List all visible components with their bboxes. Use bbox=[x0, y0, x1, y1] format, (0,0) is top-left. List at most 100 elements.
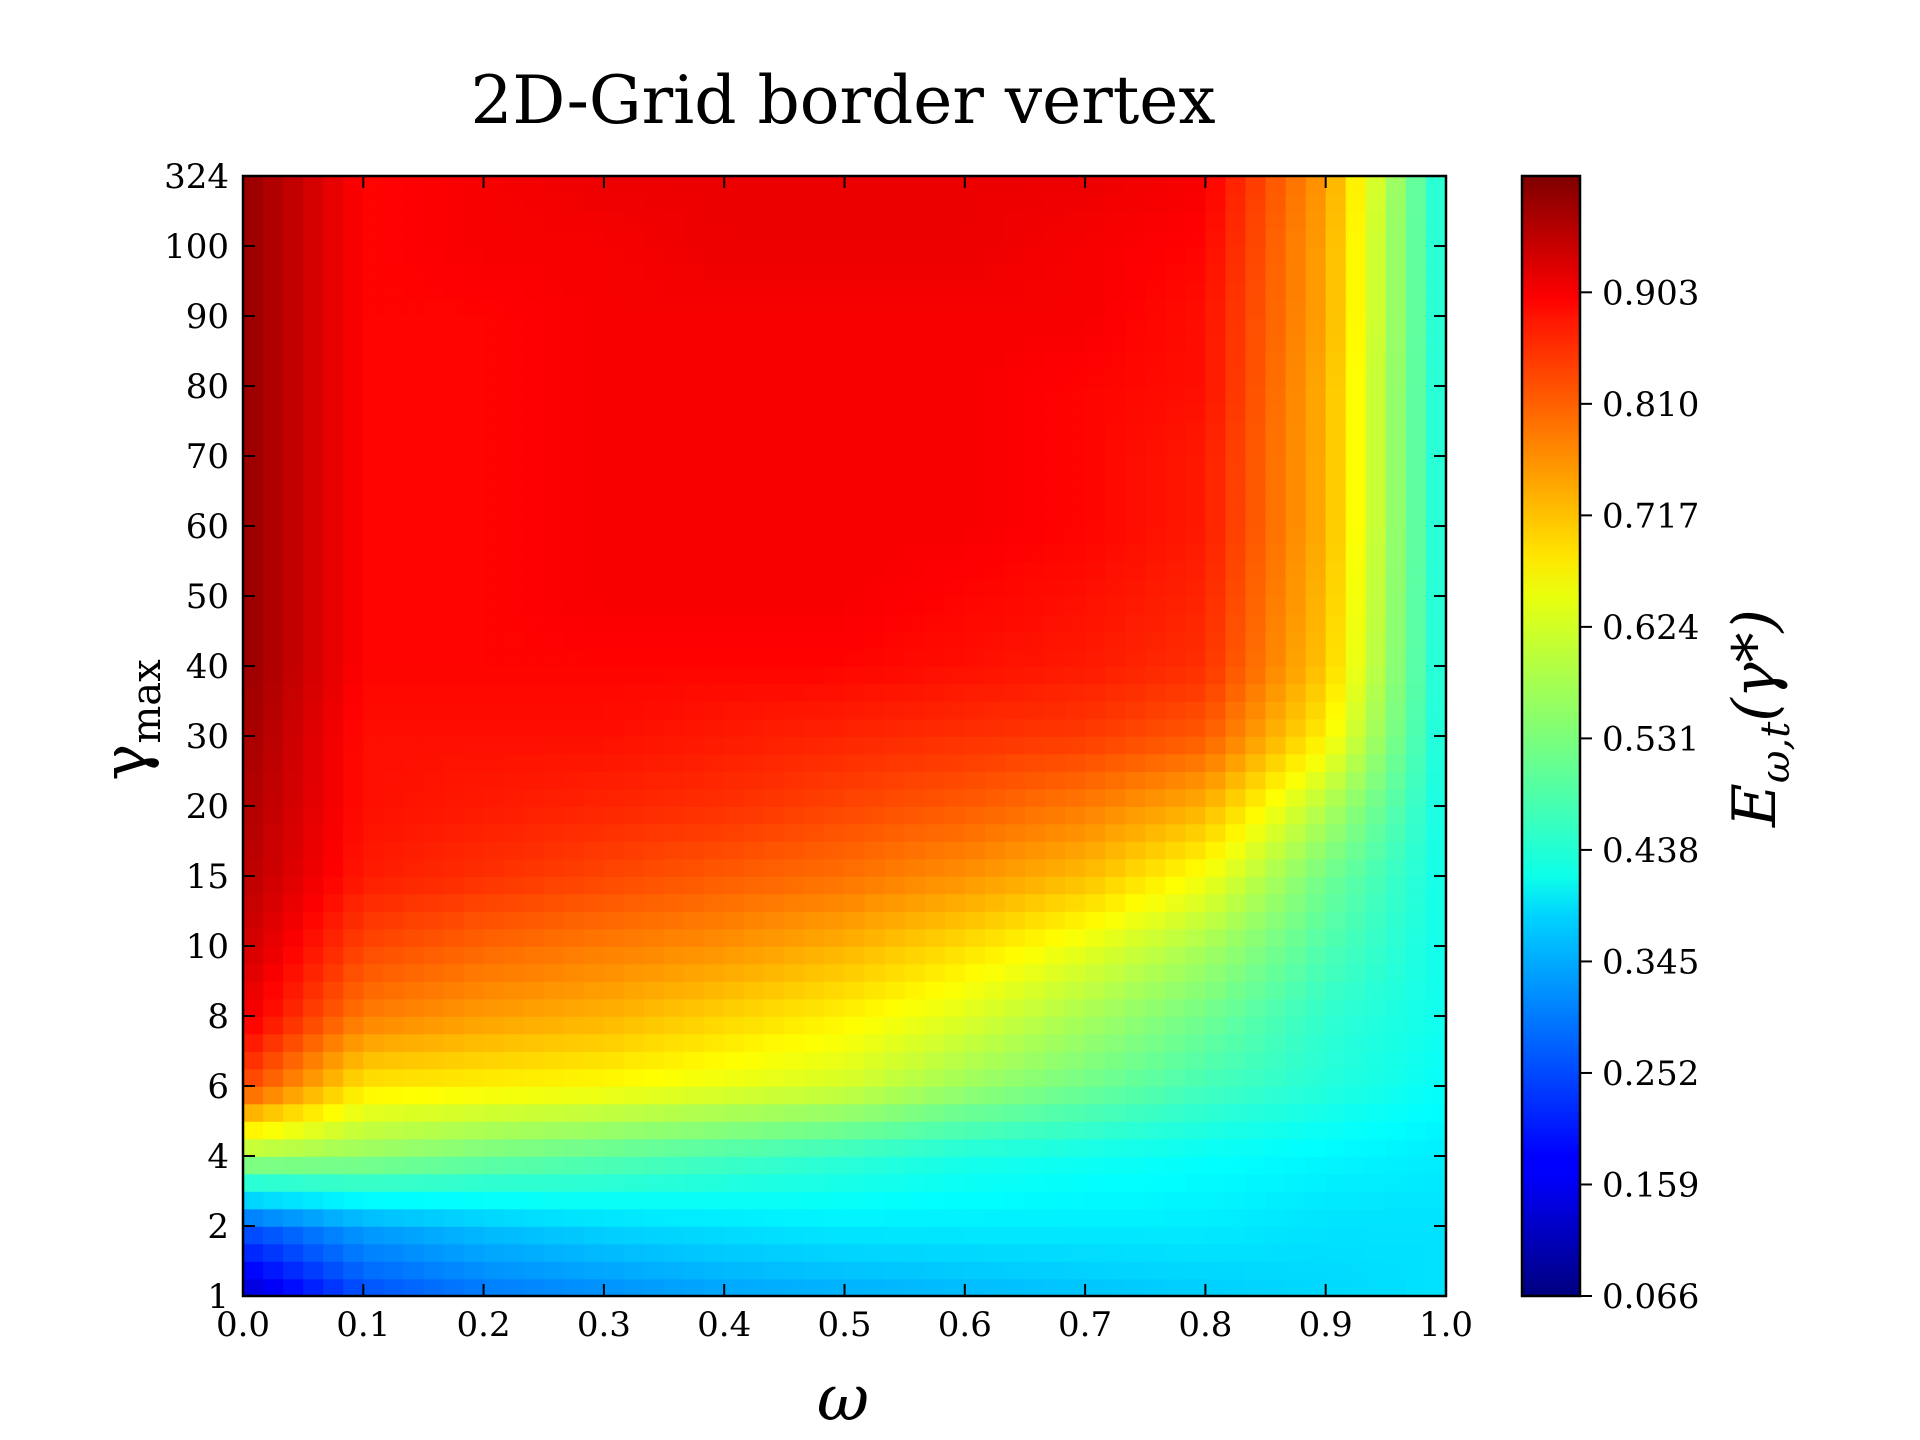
heatmap-cell bbox=[884, 421, 906, 440]
heatmap-cell bbox=[343, 561, 365, 580]
heatmap-cell bbox=[483, 631, 505, 650]
heatmap-cell bbox=[323, 631, 345, 650]
heatmap-cell bbox=[1024, 596, 1046, 615]
heatmap-cell bbox=[583, 788, 605, 807]
heatmap-cell bbox=[263, 473, 284, 492]
heatmap-cell bbox=[804, 491, 826, 510]
heatmap-cell bbox=[543, 631, 565, 650]
heatmap-cell bbox=[463, 648, 485, 667]
heatmap-cell bbox=[563, 246, 585, 265]
heatmap-cell bbox=[1285, 858, 1307, 877]
heatmap-cell bbox=[1385, 613, 1407, 632]
heatmap-cell bbox=[1185, 456, 1207, 475]
heatmap-cell bbox=[563, 1156, 585, 1175]
heatmap-cell bbox=[764, 211, 786, 230]
heatmap-cell bbox=[644, 333, 665, 352]
heatmap-cell bbox=[383, 911, 405, 930]
heatmap-cell bbox=[1365, 928, 1387, 947]
heatmap-cell bbox=[1085, 438, 1106, 457]
heatmap-cell bbox=[904, 526, 926, 545]
heatmap-cell bbox=[1225, 1138, 1247, 1157]
heatmap-cell bbox=[1105, 998, 1126, 1017]
heatmap-cell bbox=[1245, 858, 1267, 877]
heatmap-cell bbox=[323, 823, 345, 842]
heatmap-cell bbox=[1004, 998, 1026, 1017]
heatmap-cell bbox=[343, 316, 365, 335]
heatmap-cell bbox=[1085, 491, 1106, 510]
heatmap-cell bbox=[884, 1086, 906, 1105]
heatmap-cell bbox=[1405, 1261, 1427, 1280]
heatmap-cell bbox=[623, 333, 645, 352]
heatmap-cell bbox=[844, 946, 866, 965]
heatmap-cell bbox=[1185, 246, 1207, 265]
heatmap-cell bbox=[1285, 386, 1307, 405]
heatmap-cell bbox=[664, 561, 685, 580]
heatmap-cell bbox=[463, 578, 485, 597]
heatmap-cell bbox=[403, 1156, 425, 1175]
heatmap-cell bbox=[263, 753, 284, 772]
heatmap-cell bbox=[243, 928, 264, 947]
heatmap-cell bbox=[263, 1278, 284, 1297]
heatmap-cell bbox=[1405, 1033, 1427, 1052]
heatmap-cell bbox=[523, 841, 545, 860]
heatmap-cell bbox=[784, 403, 806, 422]
heatmap-cell bbox=[1365, 263, 1387, 282]
heatmap-cell bbox=[644, 351, 665, 370]
heatmap-cell bbox=[724, 333, 746, 352]
heatmap-cell bbox=[463, 176, 485, 195]
heatmap-cell bbox=[343, 351, 365, 370]
heatmap-cell bbox=[1165, 578, 1187, 597]
heatmap-cell bbox=[1345, 263, 1367, 282]
heatmap-cell bbox=[623, 701, 645, 720]
heatmap-cell bbox=[1185, 998, 1207, 1017]
heatmap-cell bbox=[583, 911, 605, 930]
heatmap-cell bbox=[1185, 648, 1207, 667]
heatmap-cell bbox=[603, 911, 625, 930]
heatmap-cell bbox=[1385, 456, 1407, 475]
heatmap-cell bbox=[623, 1261, 645, 1280]
heatmap-cell bbox=[1024, 753, 1046, 772]
heatmap-cell bbox=[523, 403, 545, 422]
heatmap-cell bbox=[1285, 1278, 1307, 1297]
heatmap-cell bbox=[824, 1121, 846, 1140]
heatmap-cell bbox=[664, 1068, 685, 1087]
heatmap-cell bbox=[1325, 841, 1347, 860]
heatmap-cell bbox=[503, 648, 525, 667]
heatmap-cell bbox=[904, 351, 926, 370]
heatmap-cell bbox=[1345, 683, 1367, 702]
heatmap-cell bbox=[844, 683, 866, 702]
heatmap-cell bbox=[443, 1156, 465, 1175]
heatmap-cell bbox=[1285, 1156, 1307, 1175]
heatmap-cell bbox=[1045, 263, 1066, 282]
heatmap-cell bbox=[463, 491, 485, 510]
heatmap-cell bbox=[523, 1138, 545, 1157]
heatmap-cell bbox=[1024, 806, 1046, 825]
heatmap-cell bbox=[1405, 1278, 1427, 1297]
heatmap-cell bbox=[1045, 1191, 1066, 1210]
heatmap-cell bbox=[1205, 176, 1227, 195]
heatmap-cell bbox=[1385, 946, 1407, 965]
heatmap-cell bbox=[303, 526, 324, 545]
heatmap-cell bbox=[583, 386, 605, 405]
heatmap-cell bbox=[623, 841, 645, 860]
heatmap-cell bbox=[503, 491, 525, 510]
heatmap-cell bbox=[543, 263, 565, 282]
heatmap-cell bbox=[1245, 596, 1267, 615]
heatmap-cell bbox=[844, 648, 866, 667]
heatmap-cell bbox=[563, 543, 585, 562]
heatmap-cell bbox=[904, 596, 926, 615]
heatmap-cell bbox=[363, 228, 385, 247]
heatmap-cell bbox=[904, 998, 926, 1017]
heatmap-cell bbox=[503, 578, 525, 597]
heatmap-cell bbox=[884, 211, 906, 230]
heatmap-cell bbox=[623, 263, 645, 282]
heatmap-cell bbox=[1285, 263, 1307, 282]
heatmap-cell bbox=[724, 963, 746, 982]
heatmap-cell bbox=[664, 1191, 685, 1210]
heatmap-cell bbox=[1285, 491, 1307, 510]
heatmap-cell bbox=[944, 316, 966, 335]
heatmap-cell bbox=[1405, 753, 1427, 772]
heatmap-cell bbox=[1085, 718, 1106, 737]
heatmap-cell bbox=[383, 1016, 405, 1035]
heatmap-cell bbox=[303, 1243, 324, 1262]
